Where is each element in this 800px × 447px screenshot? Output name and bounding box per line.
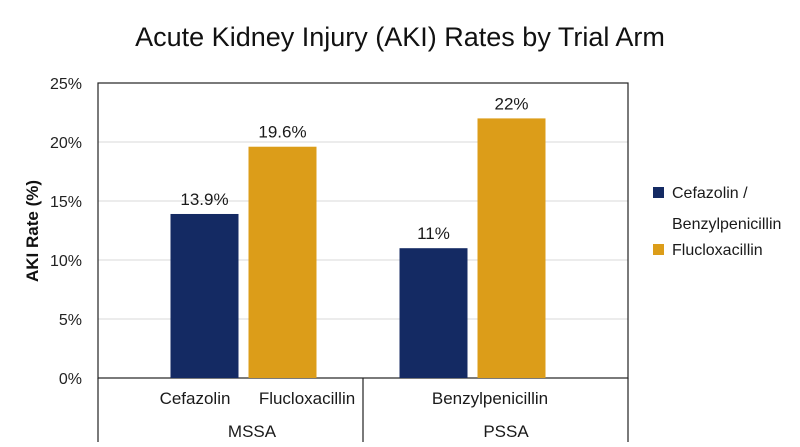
x-category-label: Benzylpenicillin: [432, 389, 548, 408]
legend-swatch: [653, 244, 664, 255]
legend-swatch: [653, 187, 664, 198]
bars: 13.9% 19.6% 11% 22%: [170, 94, 546, 379]
data-label: 19.6%: [258, 123, 306, 142]
legend: Cefazolin / Benzylpenicillin Flucloxacilli…: [653, 185, 781, 259]
data-label: 11%: [417, 224, 450, 243]
y-axis-ticks: 0% 5% 10% 15% 20% 25%: [50, 76, 82, 388]
bar: [170, 213, 239, 378]
legend-label: Cefazolin /: [672, 185, 748, 202]
data-label: 13.9%: [180, 190, 228, 209]
x-category-label: Flucloxacillin: [259, 389, 355, 408]
data-label: 22%: [494, 94, 528, 113]
bar: [399, 248, 468, 378]
y-tick-label: 10%: [50, 253, 82, 270]
chart-title: Acute Kidney Injury (AKI) Rates by Trial…: [135, 22, 665, 52]
x-group-label: PSSA: [483, 422, 529, 441]
y-tick-label: 25%: [50, 76, 82, 93]
y-tick-label: 20%: [50, 135, 82, 152]
x-axis: Cefazolin Flucloxacillin Benzylpenicillin M…: [97, 378, 629, 442]
legend-label: Benzylpenicillin: [672, 216, 781, 233]
y-tick-label: 15%: [50, 194, 82, 211]
y-tick-label: 0%: [59, 371, 82, 388]
x-group-label: MSSA: [228, 422, 277, 441]
bar: [248, 146, 317, 378]
bar: [477, 118, 546, 379]
legend-label: Flucloxacillin: [672, 242, 763, 259]
y-axis-label: AKI Rate (%): [23, 180, 42, 282]
x-category-label: Cefazolin: [160, 389, 231, 408]
y-tick-label: 5%: [59, 312, 82, 329]
